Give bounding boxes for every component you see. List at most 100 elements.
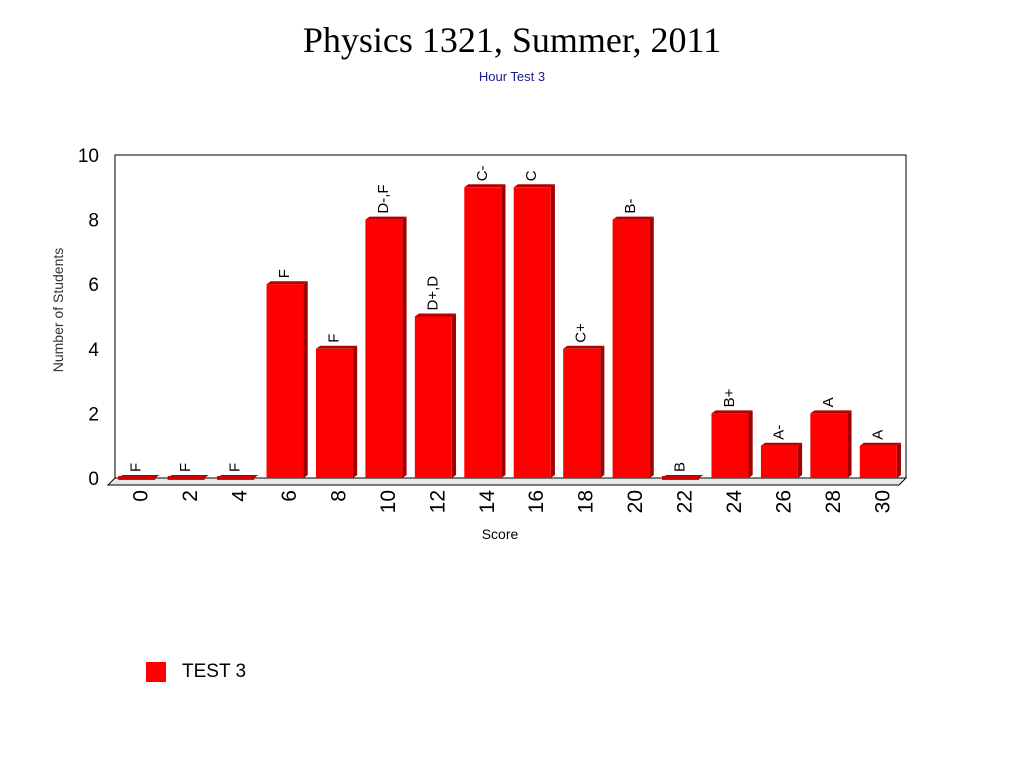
x-tick-label: 6 [278, 490, 301, 502]
bar [414, 313, 457, 478]
bar-front [464, 187, 502, 479]
data-label: F [276, 269, 293, 278]
bar-side [797, 442, 803, 478]
bar [711, 410, 753, 478]
x-axis-label: Score [482, 526, 519, 542]
bar-side [303, 281, 308, 478]
x-tick-label: 16 [525, 490, 548, 513]
y-tick-label: 6 [88, 275, 99, 296]
x-tick-label: 10 [377, 490, 400, 513]
bar-side [501, 184, 506, 479]
x-tick-label: 8 [327, 490, 350, 502]
bar-base [118, 476, 156, 479]
data-label: C [523, 170, 540, 181]
data-label: A- [770, 425, 787, 440]
bar-top [315, 345, 358, 349]
bar [563, 345, 605, 478]
y-tick-label: 8 [88, 211, 99, 232]
bars [118, 184, 901, 480]
x-tick-label: 20 [624, 490, 647, 513]
bar [266, 281, 308, 478]
bar [859, 442, 901, 478]
bar-front [859, 445, 897, 478]
bar-side [896, 442, 901, 478]
bar [662, 475, 704, 480]
bar-front [513, 187, 551, 479]
x-tick-label: 28 [822, 490, 845, 513]
x-tick-label: 18 [575, 490, 598, 513]
data-label: D-,F [375, 184, 392, 213]
x-tick-label: 26 [772, 490, 795, 513]
data-label: F [227, 463, 244, 472]
y-tick-label: 2 [88, 404, 99, 425]
data-label: B [672, 462, 689, 472]
x-tick-label: 24 [723, 490, 746, 514]
y-axis-label: Number of Students [50, 248, 66, 373]
y-tick-label: 10 [78, 146, 99, 167]
bar-top [711, 410, 753, 414]
data-label: A [820, 397, 837, 407]
bar-side [451, 313, 457, 478]
data-label: F [177, 463, 194, 472]
bar-top [612, 216, 654, 220]
x-tick-label: 0 [130, 490, 153, 502]
data-label: F [128, 463, 145, 472]
bar-base [217, 476, 255, 479]
bar-side [649, 216, 654, 478]
legend-label: TEST 3 [182, 661, 247, 682]
plot-area [114, 154, 907, 479]
bar-front [563, 348, 601, 478]
bar [118, 475, 160, 480]
data-label: B- [622, 199, 639, 214]
bar [464, 184, 506, 479]
data-label: C+ [573, 323, 590, 343]
x-tick-label: 22 [674, 490, 697, 513]
data-label: C- [474, 165, 491, 181]
legend: TEST 3 [146, 660, 246, 684]
data-label: D+,D [424, 276, 441, 311]
bar [810, 410, 852, 478]
bar-top [563, 345, 605, 349]
bar-side [402, 216, 407, 478]
bar [760, 442, 803, 478]
bar-side [600, 345, 605, 478]
bar-front [810, 413, 848, 478]
legend-swatch [146, 662, 166, 682]
chart-subtitle: Hour Test 3 [478, 69, 546, 84]
bar-front [414, 316, 452, 478]
bar-front [760, 445, 798, 478]
bar-front [612, 219, 650, 478]
bar-top [414, 313, 457, 317]
bar-front [711, 413, 749, 478]
bar-top [266, 281, 308, 285]
bar-top [464, 184, 506, 188]
bar-front [365, 219, 403, 478]
x-tick-label: 12 [426, 490, 449, 513]
bar-side [847, 410, 852, 478]
bar-front [315, 348, 353, 478]
y-axis-ticks: 0 2 4 6 8 10 [78, 146, 100, 490]
bar-base [167, 476, 205, 479]
x-tick-label: 2 [179, 490, 202, 502]
data-label: B+ [721, 388, 738, 407]
bar [612, 216, 654, 478]
bar-top [810, 410, 852, 414]
y-tick-label: 0 [88, 469, 99, 490]
x-tick-label: 30 [871, 490, 894, 513]
data-labels: F F F F F D-,F D+,D C- C C+ B- B B+ A- A A [128, 165, 887, 472]
bar-front [266, 284, 304, 478]
bar [315, 345, 358, 478]
plot-frame [106, 154, 908, 486]
data-label: A [869, 430, 886, 440]
x-tick-label: 4 [229, 490, 252, 502]
bar-top [760, 442, 803, 446]
bar [365, 216, 407, 478]
bar-top [859, 442, 901, 446]
y-tick-label: 4 [88, 340, 99, 361]
bar-side [748, 410, 753, 478]
bar [167, 475, 209, 480]
x-tick-label: 14 [476, 490, 499, 514]
bar-side [550, 184, 555, 479]
bar [513, 184, 555, 479]
